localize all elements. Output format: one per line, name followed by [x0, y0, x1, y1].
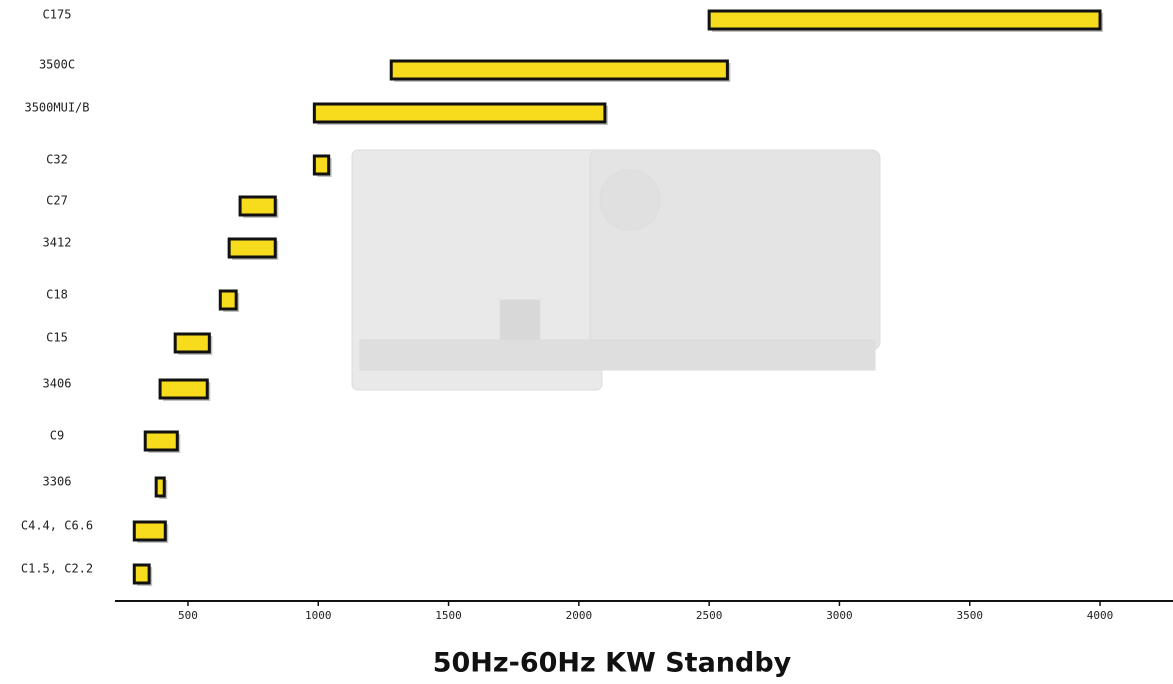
range-bar: [240, 197, 275, 215]
range-bar: [160, 380, 207, 398]
category-label: 3406: [43, 377, 72, 391]
category-label: C9: [50, 429, 64, 443]
range-bar: [145, 432, 177, 450]
range-bar: [220, 291, 236, 309]
x-tick-label: 1000: [305, 609, 332, 622]
range-bar: [134, 565, 149, 583]
range-bar: [156, 478, 164, 496]
range-bar: [314, 156, 328, 174]
range-bar: [134, 522, 165, 540]
generator-illustration: [352, 150, 880, 390]
category-label: C1.5, C2.2: [21, 562, 93, 576]
range-bar: [314, 104, 605, 122]
category-label: 3500MUI/B: [24, 101, 89, 115]
range-bar: [175, 334, 209, 352]
category-label: C15: [46, 331, 68, 345]
category-label: C18: [46, 288, 68, 302]
axis-title: 50Hz-60Hz KW Standby: [433, 648, 792, 679]
x-tick-label: 500: [178, 609, 198, 622]
x-tick-label: 3500: [956, 609, 983, 622]
category-label: C27: [46, 194, 68, 208]
range-bar: [229, 239, 275, 257]
range-bar: [709, 11, 1100, 29]
category-label: 3306: [43, 475, 72, 489]
category-label: 3412: [43, 236, 72, 250]
chart: 50Hz-60Hz KW Standby 500 1000 1500 2000 2500…: [0, 0, 1173, 684]
category-label: C32: [46, 153, 68, 167]
category-label: C4.4, C6.6: [21, 519, 93, 533]
range-bar: [391, 61, 727, 79]
x-tick-label: 2500: [696, 609, 723, 622]
x-tick-label: 4000: [1087, 609, 1114, 622]
x-tick-label: 1500: [435, 609, 462, 622]
x-tick-label: 2000: [566, 609, 593, 622]
x-tick-label: 3000: [826, 609, 853, 622]
category-label: 3500C: [39, 58, 75, 72]
category-label: C175: [43, 8, 72, 22]
